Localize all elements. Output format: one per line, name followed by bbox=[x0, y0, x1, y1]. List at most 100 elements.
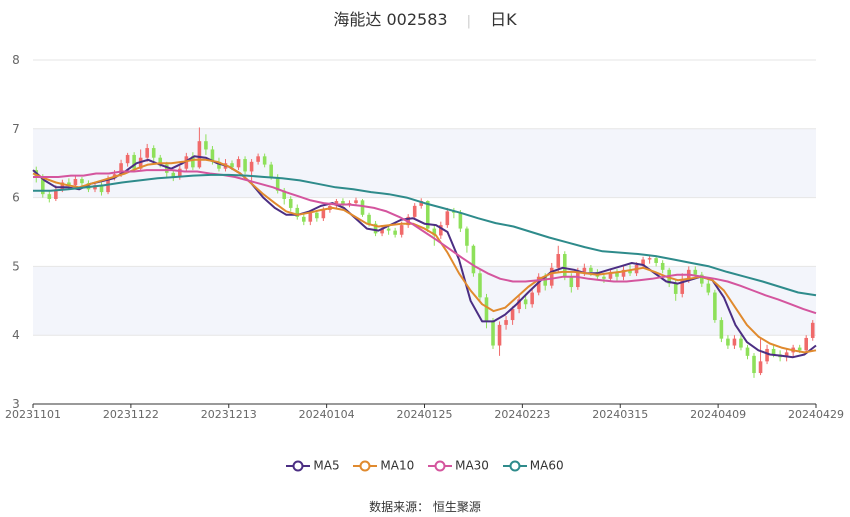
candle-body bbox=[393, 230, 397, 235]
candle-body bbox=[510, 309, 515, 321]
y-tick-label: 3 bbox=[12, 397, 20, 411]
period-label: 日K bbox=[490, 10, 517, 29]
candle-body bbox=[158, 157, 163, 165]
legend-item-ma5[interactable]: MA5 bbox=[286, 458, 340, 473]
candle-body bbox=[758, 361, 763, 374]
candle-body bbox=[641, 259, 645, 266]
y-tick-label: 7 bbox=[12, 122, 20, 136]
candle-body bbox=[125, 154, 130, 164]
candle-body bbox=[138, 157, 143, 169]
candle-body bbox=[197, 141, 202, 168]
legend-dot-ma30 bbox=[434, 460, 446, 471]
legend: MA5 MA10 MA30 MA60 bbox=[0, 458, 850, 473]
candle-body bbox=[445, 211, 450, 226]
candle-body bbox=[719, 320, 724, 339]
chart-title: 海能达 002583 | 日K bbox=[0, 6, 850, 30]
candle-body bbox=[628, 269, 632, 274]
x-tick-label: 20240429 bbox=[788, 408, 844, 421]
x-tick-label: 20240104 bbox=[299, 408, 355, 421]
candle-body bbox=[706, 283, 711, 293]
candle-body bbox=[412, 205, 417, 217]
ma-line-ma5 bbox=[32, 155, 817, 359]
legend-label-ma60: MA60 bbox=[529, 458, 564, 473]
candle-body bbox=[771, 348, 776, 355]
candle-body bbox=[700, 274, 704, 284]
candle-body bbox=[151, 148, 156, 158]
candle-body bbox=[256, 156, 260, 162]
candle-body bbox=[275, 176, 280, 191]
x-tick-label: 20231213 bbox=[201, 408, 257, 421]
candle-body bbox=[249, 161, 254, 172]
candle-body bbox=[484, 297, 489, 322]
candle-body bbox=[341, 201, 345, 205]
x-tick-label: 20240409 bbox=[690, 408, 746, 421]
legend-label-ma5: MA5 bbox=[313, 458, 340, 473]
candle-body bbox=[713, 292, 717, 321]
candle-body bbox=[504, 320, 508, 325]
ma-line-ma10 bbox=[32, 158, 817, 354]
candle-body bbox=[621, 269, 626, 277]
candle-body bbox=[810, 322, 815, 338]
candle-body bbox=[517, 299, 521, 310]
candle-body bbox=[230, 163, 234, 168]
candle-body bbox=[354, 200, 358, 204]
candle-body bbox=[739, 338, 743, 348]
candle-body bbox=[99, 185, 104, 193]
candle-body bbox=[288, 198, 293, 208]
plot-band bbox=[33, 266, 816, 336]
candle-body bbox=[204, 141, 208, 150]
candle-body bbox=[210, 149, 215, 162]
candle-body bbox=[119, 163, 123, 175]
legend-dot-ma5 bbox=[292, 460, 304, 471]
candle-body bbox=[491, 321, 495, 346]
candle-body bbox=[367, 214, 371, 224]
candle-body bbox=[647, 258, 652, 260]
candle-body bbox=[673, 283, 678, 294]
candle-body bbox=[217, 161, 221, 169]
candle-body bbox=[315, 212, 319, 219]
candle-body bbox=[543, 276, 548, 286]
candle-body bbox=[784, 352, 789, 358]
candle-body bbox=[582, 267, 587, 272]
legend-item-ma10[interactable]: MA10 bbox=[353, 458, 414, 473]
legend-marker-ma60 bbox=[502, 460, 527, 471]
candle-body bbox=[301, 216, 306, 222]
stock-code: 002583 bbox=[386, 10, 448, 29]
candle-body bbox=[530, 292, 534, 305]
candle-body bbox=[471, 245, 476, 274]
candle-body bbox=[680, 280, 685, 294]
candle-body bbox=[360, 200, 365, 215]
candle-body bbox=[562, 254, 567, 277]
legend-label-ma30: MA30 bbox=[455, 458, 489, 473]
candle-body bbox=[321, 209, 326, 219]
candle-body bbox=[40, 176, 45, 195]
candle-body bbox=[654, 258, 658, 263]
x-tick-label: 20240125 bbox=[397, 408, 453, 421]
legend-marker-ma5 bbox=[286, 460, 311, 471]
candle-body bbox=[797, 347, 802, 351]
legend-item-ma30[interactable]: MA30 bbox=[428, 458, 489, 473]
candle-body bbox=[164, 164, 169, 173]
candle-body bbox=[178, 168, 182, 177]
candle-body bbox=[465, 228, 469, 246]
x-tick-label: 20231122 bbox=[103, 408, 159, 421]
candle-body bbox=[80, 179, 84, 184]
candle-body bbox=[132, 154, 136, 169]
source-name: 恒生聚源 bbox=[432, 500, 481, 514]
candle-body bbox=[745, 347, 750, 356]
candle-body bbox=[171, 172, 176, 177]
plot-band bbox=[33, 128, 816, 198]
candle-body bbox=[145, 148, 149, 158]
candle-body bbox=[752, 355, 756, 374]
x-tick-label: 20240223 bbox=[494, 408, 550, 421]
legend-marker-ma10 bbox=[353, 460, 378, 471]
candle-body bbox=[425, 201, 430, 229]
candle-body bbox=[236, 159, 241, 168]
legend-label-ma10: MA10 bbox=[380, 458, 415, 473]
legend-item-ma60[interactable]: MA60 bbox=[502, 458, 564, 473]
ma-line-ma30 bbox=[33, 169, 817, 315]
candle-body bbox=[269, 164, 273, 177]
candle-body bbox=[523, 299, 528, 305]
x-tick-label: 20231101 bbox=[5, 408, 61, 421]
